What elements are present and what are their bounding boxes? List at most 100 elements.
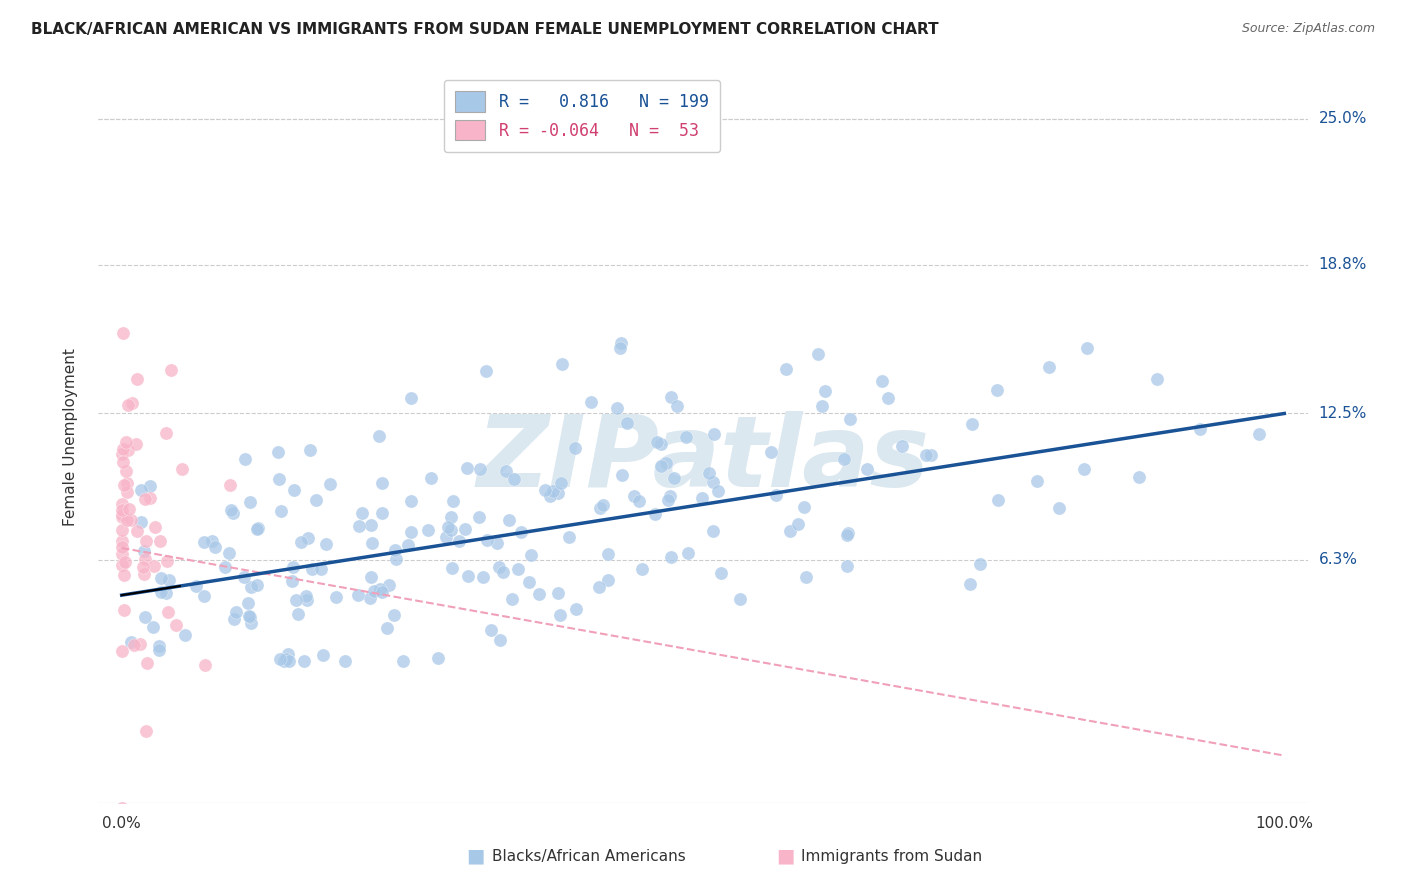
Point bbox=[224, 612, 246, 626]
Point bbox=[157, 573, 180, 587]
Point bbox=[375, 621, 398, 635]
Point bbox=[285, 593, 308, 607]
Point bbox=[474, 364, 496, 378]
Point bbox=[547, 586, 569, 600]
Point bbox=[214, 560, 236, 574]
Point bbox=[117, 397, 139, 411]
Point bbox=[134, 552, 156, 566]
Point bbox=[588, 580, 610, 594]
Point bbox=[856, 462, 879, 476]
Point bbox=[399, 524, 422, 539]
Point bbox=[112, 568, 135, 582]
Point bbox=[360, 518, 382, 533]
Point bbox=[222, 506, 245, 520]
Point bbox=[440, 510, 463, 524]
Point bbox=[610, 468, 633, 483]
Point bbox=[111, 508, 134, 523]
Point bbox=[1247, 426, 1270, 441]
Point bbox=[112, 326, 135, 340]
Point bbox=[115, 435, 138, 450]
Point bbox=[111, 447, 134, 461]
Point bbox=[132, 566, 155, 581]
Point bbox=[325, 591, 347, 605]
Point bbox=[759, 445, 782, 459]
Point bbox=[467, 510, 489, 524]
Point bbox=[419, 470, 441, 484]
Point bbox=[454, 522, 477, 536]
Point bbox=[489, 632, 512, 647]
Point bbox=[662, 471, 685, 485]
Point bbox=[156, 554, 179, 568]
Point bbox=[666, 399, 689, 413]
Point bbox=[707, 483, 730, 498]
Point bbox=[290, 534, 312, 549]
Point bbox=[436, 519, 458, 533]
Point bbox=[111, 503, 134, 517]
Point bbox=[368, 582, 391, 597]
Point bbox=[377, 578, 399, 592]
Point bbox=[541, 483, 564, 498]
Point bbox=[502, 472, 524, 486]
Point bbox=[838, 412, 860, 426]
Point bbox=[165, 618, 187, 632]
Point bbox=[914, 448, 936, 462]
Point bbox=[920, 448, 942, 462]
Point bbox=[219, 478, 242, 492]
Point bbox=[606, 401, 628, 415]
Point bbox=[959, 577, 981, 591]
Point bbox=[287, 607, 309, 621]
Text: Immigrants from Sudan: Immigrants from Sudan bbox=[801, 849, 983, 863]
Point bbox=[517, 575, 540, 590]
Point bbox=[111, 800, 134, 814]
Point bbox=[391, 654, 413, 668]
Point bbox=[692, 491, 714, 505]
Point bbox=[547, 486, 569, 500]
Point bbox=[650, 437, 672, 451]
Y-axis label: Female Unemployment: Female Unemployment bbox=[63, 348, 77, 526]
Point bbox=[115, 513, 138, 527]
Point bbox=[385, 551, 408, 566]
Point bbox=[384, 543, 406, 558]
Point bbox=[232, 570, 254, 584]
Text: 6.3%: 6.3% bbox=[1319, 552, 1358, 567]
Point bbox=[534, 483, 557, 497]
Point bbox=[675, 430, 697, 444]
Point bbox=[128, 637, 150, 651]
Point bbox=[135, 724, 157, 739]
Point bbox=[120, 635, 142, 649]
Point bbox=[1076, 342, 1098, 356]
Point bbox=[710, 566, 733, 580]
Point bbox=[728, 591, 751, 606]
Point bbox=[456, 461, 478, 475]
Point bbox=[111, 644, 134, 658]
Point bbox=[112, 603, 135, 617]
Point bbox=[236, 596, 259, 610]
Text: Blacks/African Americans: Blacks/African Americans bbox=[492, 849, 686, 863]
Point bbox=[114, 555, 136, 569]
Point bbox=[297, 531, 319, 545]
Point bbox=[311, 561, 333, 575]
Point bbox=[628, 493, 651, 508]
Point bbox=[969, 557, 991, 571]
Point bbox=[155, 586, 177, 600]
Point bbox=[623, 489, 645, 503]
Point bbox=[834, 452, 856, 467]
Point bbox=[129, 515, 152, 529]
Point bbox=[1047, 500, 1070, 515]
Point bbox=[596, 547, 619, 561]
Point bbox=[193, 534, 215, 549]
Point bbox=[814, 384, 837, 399]
Point bbox=[382, 608, 405, 623]
Point bbox=[194, 658, 217, 673]
Text: 18.8%: 18.8% bbox=[1319, 257, 1367, 272]
Point bbox=[401, 493, 423, 508]
Point bbox=[371, 476, 394, 491]
Point bbox=[508, 562, 530, 576]
Point bbox=[115, 464, 138, 478]
Point bbox=[143, 520, 166, 534]
Point bbox=[121, 396, 143, 410]
Point bbox=[239, 495, 262, 509]
Point bbox=[697, 466, 720, 480]
Point bbox=[360, 536, 382, 550]
Point bbox=[564, 442, 586, 456]
